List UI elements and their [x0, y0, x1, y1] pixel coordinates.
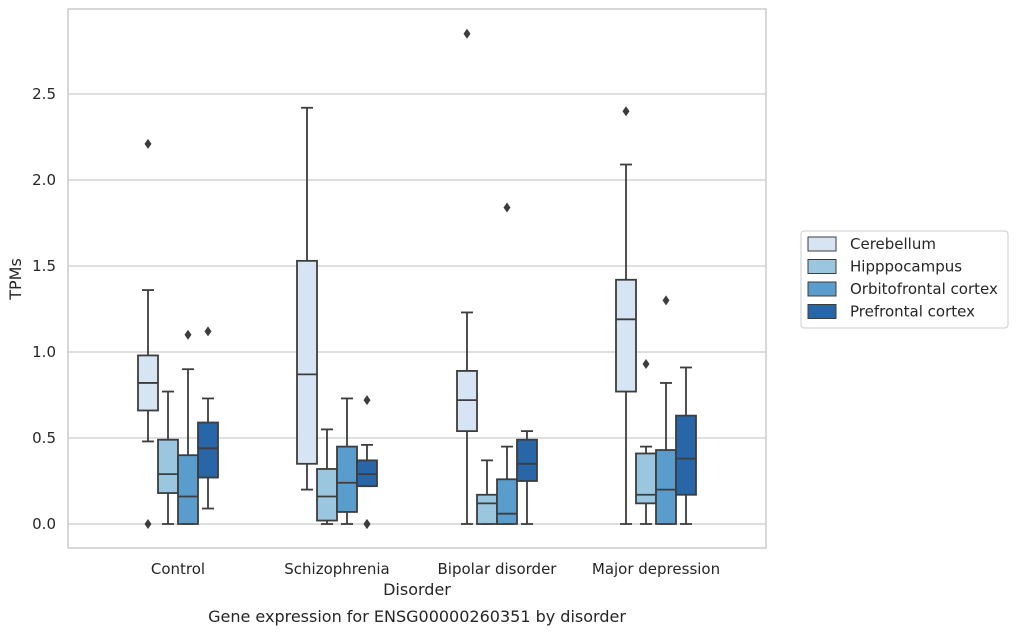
x-tick-label: Major depression [592, 560, 720, 578]
box-cerebellum [615, 106, 637, 525]
y-tick-labels: 0.0 0.5 1.0 1.5 2.0 2.5 [32, 85, 56, 533]
box-orbitofrontal-cortex [336, 397, 358, 525]
figure-caption: Gene expression for ENSG00000260351 by d… [208, 607, 626, 626]
box-cerebellum [456, 28, 478, 525]
iqr-box [635, 452, 657, 505]
iqr-box [516, 438, 538, 482]
box-hipppocampus [635, 359, 657, 525]
x-tick-labels: Control Schizophrenia Bipolar disorder Majo… [151, 560, 720, 578]
y-tick-label: 0.0 [32, 515, 56, 533]
outlier-point [184, 329, 192, 340]
box-orbitofrontal-cortex [655, 295, 677, 525]
outlier-point [662, 295, 670, 306]
legend-label: Hipppocampus [850, 258, 962, 276]
y-tick-label: 2.5 [32, 85, 56, 103]
y-axis-title: TPMs [6, 258, 25, 301]
box-hipppocampus [157, 390, 179, 525]
iqr-box [496, 478, 518, 525]
y-tick-label: 0.5 [32, 429, 56, 447]
outlier-point [363, 395, 371, 406]
legend-label: Orbitofrontal cortex [850, 280, 998, 298]
legend-swatch [807, 281, 837, 297]
iqr-box [157, 438, 179, 494]
legend-frame [800, 230, 1009, 329]
outlier-point [503, 202, 511, 213]
outlier-point [204, 326, 212, 337]
y-tick-label: 1.5 [32, 257, 56, 275]
x-tick-label: Bipolar disorder [438, 560, 558, 578]
legend-label: Cerebellum [850, 235, 936, 253]
iqr-box [197, 421, 219, 479]
outlier-point [144, 519, 152, 529]
outlier-point [363, 519, 371, 529]
box-cerebellum [137, 138, 159, 529]
legend-swatch [807, 304, 837, 319]
y-tick-label: 2.0 [32, 171, 56, 189]
box-hipppocampus [476, 459, 498, 525]
box-orbitofrontal-cortex [177, 329, 199, 525]
iqr-box [177, 454, 199, 525]
outlier-point [144, 138, 152, 149]
x-tick-label: Control [151, 560, 205, 578]
box-prefrontal-cortex [675, 366, 697, 525]
x-tick-label: Schizophrenia [284, 560, 389, 578]
legend-swatch [807, 236, 837, 252]
plot-frame [67, 8, 767, 549]
x-axis-title: Disorder [383, 580, 451, 599]
box-orbitofrontal-cortex [496, 202, 518, 525]
outlier-point [642, 359, 650, 370]
box-cerebellum [296, 106, 318, 491]
legend-swatch [807, 259, 837, 274]
box-hipppocampus [316, 428, 338, 525]
iqr-box [336, 445, 358, 513]
legend: Cerebellum Hipppocampus Orbitofrontal cort… [800, 230, 1009, 329]
legend-entries: Cerebellum Hipppocampus Orbitofrontal cort… [807, 235, 998, 321]
iqr-box [655, 449, 677, 525]
plot-boxes [137, 28, 697, 529]
iqr-box [316, 468, 338, 522]
box-prefrontal-cortex [356, 395, 378, 529]
legend-label: Prefrontal cortex [850, 303, 975, 321]
iqr-box [615, 278, 637, 393]
outlier-point [463, 28, 471, 39]
outlier-point [622, 106, 630, 117]
y-tick-label: 1.0 [32, 343, 56, 361]
iqr-box [675, 414, 697, 496]
box-prefrontal-cortex [197, 326, 219, 510]
box-prefrontal-cortex [516, 430, 538, 525]
iqr-box [296, 259, 318, 465]
iqr-box [476, 493, 498, 525]
